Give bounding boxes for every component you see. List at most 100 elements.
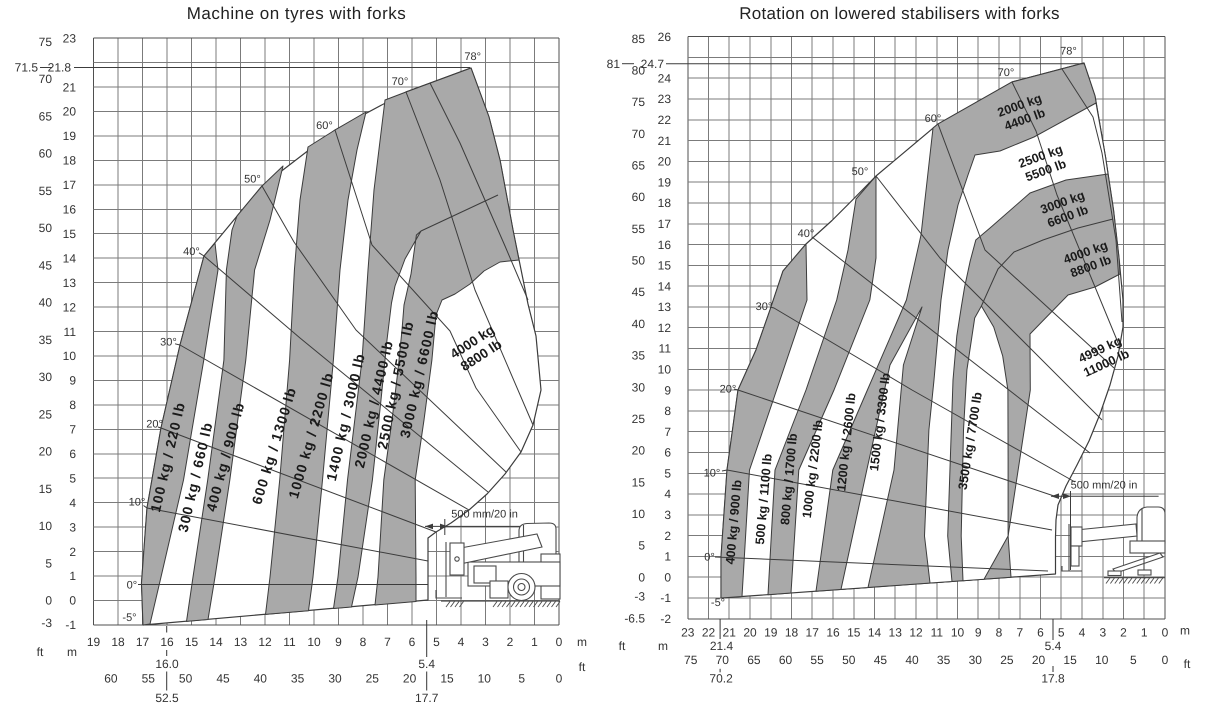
svg-text:6: 6: [664, 446, 671, 460]
svg-text:13: 13: [658, 300, 672, 314]
svg-text:30°: 30°: [160, 337, 177, 349]
svg-text:20: 20: [63, 105, 77, 119]
svg-text:60: 60: [632, 190, 646, 204]
svg-text:14: 14: [63, 251, 77, 265]
svg-text:500 mm/20 in: 500 mm/20 in: [451, 509, 518, 521]
svg-text:26: 26: [658, 30, 672, 44]
svg-text:2: 2: [69, 545, 76, 559]
svg-text:50°: 50°: [852, 166, 869, 178]
svg-text:23: 23: [658, 92, 672, 106]
svg-text:70°: 70°: [392, 76, 409, 88]
svg-text:0°: 0°: [704, 552, 715, 564]
svg-text:3: 3: [69, 520, 76, 534]
svg-text:14: 14: [209, 635, 223, 649]
svg-text:-1: -1: [65, 618, 76, 632]
svg-text:50: 50: [842, 653, 856, 667]
svg-text:75: 75: [632, 95, 646, 109]
svg-text:0: 0: [69, 594, 76, 608]
svg-text:20: 20: [632, 444, 646, 458]
svg-text:2: 2: [1120, 626, 1127, 640]
svg-text:55: 55: [39, 184, 53, 198]
svg-text:24: 24: [658, 71, 672, 85]
svg-text:55: 55: [142, 672, 156, 686]
svg-text:0: 0: [556, 635, 563, 649]
svg-text:16: 16: [826, 626, 840, 640]
svg-text:9: 9: [975, 626, 982, 640]
svg-text:ft: ft: [1184, 657, 1191, 671]
svg-text:5.4: 5.4: [418, 657, 435, 671]
svg-text:80: 80: [632, 64, 646, 78]
svg-text:5: 5: [433, 635, 440, 649]
svg-text:0: 0: [1162, 626, 1169, 640]
svg-text:71.5: 71.5: [15, 61, 39, 75]
svg-text:0: 0: [45, 594, 52, 608]
svg-text:70: 70: [632, 127, 646, 141]
svg-text:23: 23: [681, 626, 695, 640]
svg-text:35: 35: [39, 333, 53, 347]
svg-text:60: 60: [104, 672, 118, 686]
svg-text:15: 15: [63, 227, 77, 241]
svg-text:15: 15: [185, 635, 199, 649]
svg-text:24.7: 24.7: [641, 57, 665, 71]
svg-text:0: 0: [1162, 653, 1169, 667]
svg-text:40°: 40°: [183, 246, 200, 258]
svg-text:18: 18: [785, 626, 799, 640]
svg-text:18: 18: [658, 196, 672, 210]
svg-text:65: 65: [632, 159, 646, 173]
svg-text:15: 15: [658, 259, 672, 273]
svg-text:11: 11: [659, 342, 672, 356]
svg-text:Rotation on lowered stabiliser: Rotation on lowered stabilisers with for…: [739, 4, 1060, 23]
svg-text:17.7: 17.7: [415, 691, 439, 705]
svg-text:30: 30: [328, 672, 342, 686]
svg-text:12: 12: [658, 321, 672, 335]
svg-text:35: 35: [291, 672, 305, 686]
svg-text:50: 50: [179, 672, 193, 686]
svg-text:8: 8: [664, 404, 671, 418]
svg-text:14: 14: [658, 279, 672, 293]
svg-text:40: 40: [632, 317, 646, 331]
svg-text:21: 21: [63, 80, 77, 94]
svg-text:11: 11: [931, 626, 944, 640]
svg-text:8: 8: [69, 398, 76, 412]
svg-text:-5°: -5°: [122, 612, 136, 624]
svg-text:17: 17: [136, 635, 150, 649]
svg-text:9: 9: [664, 383, 671, 397]
svg-text:45: 45: [632, 285, 646, 299]
svg-text:10: 10: [63, 349, 77, 363]
svg-text:10°: 10°: [704, 468, 721, 480]
svg-text:m: m: [577, 635, 587, 649]
svg-text:20: 20: [1032, 653, 1046, 667]
svg-text:60: 60: [39, 147, 53, 161]
svg-text:40: 40: [905, 653, 919, 667]
svg-text:40: 40: [254, 672, 268, 686]
svg-text:Machine on tyres with forks: Machine on tyres with forks: [187, 4, 406, 23]
svg-text:2: 2: [664, 529, 671, 543]
svg-text:0: 0: [638, 570, 645, 584]
svg-text:22: 22: [702, 626, 716, 640]
svg-text:70: 70: [716, 653, 730, 667]
svg-text:55: 55: [632, 222, 646, 236]
svg-text:10: 10: [658, 363, 672, 377]
svg-text:19: 19: [63, 129, 77, 143]
svg-text:19: 19: [764, 626, 778, 640]
svg-text:65: 65: [39, 109, 53, 123]
svg-text:5.4: 5.4: [1045, 639, 1062, 653]
svg-text:45: 45: [39, 258, 53, 272]
svg-text:16.0: 16.0: [155, 657, 179, 671]
svg-text:50: 50: [39, 221, 53, 235]
svg-text:ft: ft: [37, 645, 44, 659]
svg-text:4: 4: [458, 635, 465, 649]
svg-text:12: 12: [63, 300, 77, 314]
svg-text:19: 19: [658, 175, 672, 189]
svg-text:60: 60: [779, 653, 793, 667]
svg-text:16: 16: [658, 238, 672, 252]
svg-text:12: 12: [258, 635, 272, 649]
svg-text:25: 25: [366, 672, 380, 686]
svg-text:20°: 20°: [720, 384, 737, 396]
svg-text:10: 10: [39, 519, 53, 533]
svg-text:5: 5: [664, 467, 671, 481]
svg-text:0: 0: [664, 570, 671, 584]
svg-text:-3: -3: [41, 616, 52, 630]
svg-text:40: 40: [39, 296, 53, 310]
svg-text:18: 18: [63, 154, 77, 168]
